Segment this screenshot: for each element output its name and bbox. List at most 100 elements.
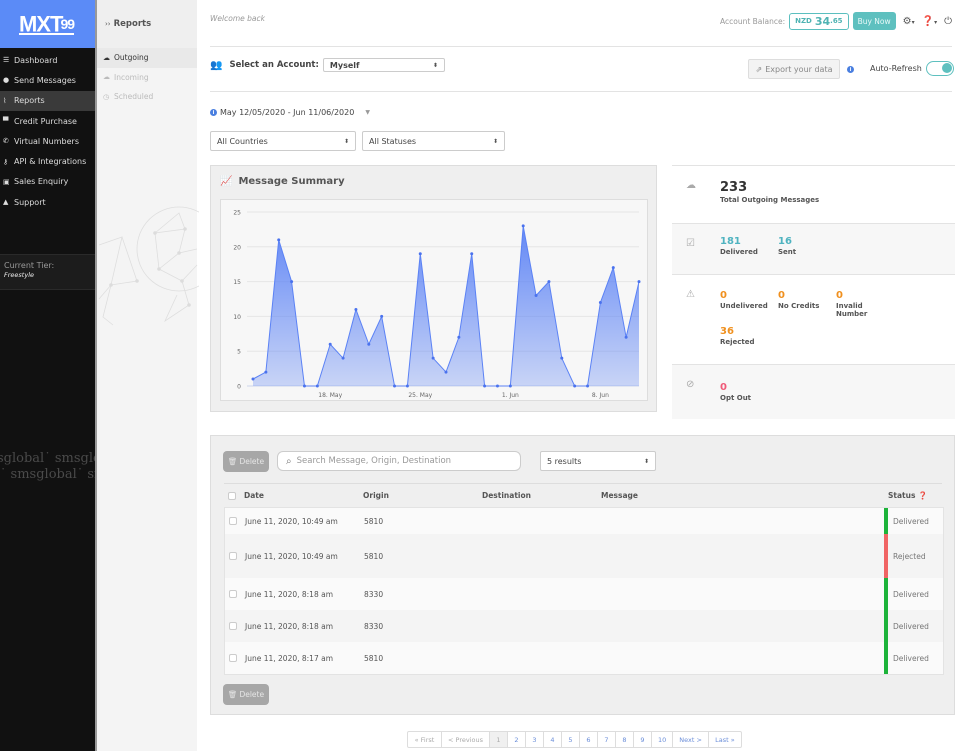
sidebar-item-send-messages[interactable]: ● Send Messages xyxy=(0,70,95,90)
sidebar-item-reports[interactable]: ⌇ Reports xyxy=(0,90,95,111)
row-date: June 11, 2020, 8:17 am xyxy=(245,653,334,663)
users-group-icon: 👥 xyxy=(210,59,223,71)
settings-gear-icon[interactable]: ⚙▾ xyxy=(902,15,915,27)
clock-icon: ◷ xyxy=(103,92,110,101)
row-checkbox[interactable] xyxy=(229,590,237,598)
subnav-item-scheduled[interactable]: ◷ Scheduled xyxy=(97,87,197,107)
subnav-item-outgoing[interactable]: ☁ Outgoing xyxy=(97,48,197,68)
info-icon: i xyxy=(210,109,217,116)
chart-title: 📈 Message Summary xyxy=(220,176,345,187)
sidebar-item-api-integrations[interactable]: ⚷ API & Integrations xyxy=(0,151,95,171)
data-point xyxy=(508,384,512,388)
select-all-checkbox[interactable] xyxy=(228,491,236,500)
search-icon: ⌕ xyxy=(286,455,292,467)
status-select[interactable]: All Statuses ⬍ xyxy=(362,131,505,151)
data-point xyxy=(405,384,409,388)
power-logout-icon[interactable]: ⏻ xyxy=(944,15,952,27)
balance-currency: NZD xyxy=(795,17,812,25)
last-page-button[interactable]: Last » xyxy=(715,735,735,744)
auto-refresh-toggle[interactable] xyxy=(926,61,954,76)
account-label: Select an Account: xyxy=(229,60,319,70)
help-question-icon[interactable]: ❓ xyxy=(918,491,928,500)
sidebar-item-label: Support xyxy=(14,197,46,207)
delete-button-bottom[interactable]: 🗑 Delete xyxy=(223,684,269,705)
delete-button[interactable]: 🗑 Delete xyxy=(223,451,269,472)
status-color-bar xyxy=(884,610,888,642)
page-8-button[interactable]: 8 xyxy=(616,732,634,747)
table-row[interactable]: June 11, 2020, 10:49 am 5810 Delivered xyxy=(225,508,943,534)
data-point xyxy=(367,342,371,346)
stats-panel: ☁ 233 Total Outgoing Messages ☑ 181 Deliv… xyxy=(672,165,955,419)
page-9-button[interactable]: 9 xyxy=(634,732,652,747)
data-point xyxy=(354,307,358,311)
sidebar-item-label: Credit Purchase xyxy=(14,116,77,126)
row-checkbox[interactable] xyxy=(229,622,237,630)
data-point xyxy=(624,335,628,339)
buy-now-button[interactable]: Buy Now xyxy=(852,12,896,30)
account-balance: NZD 34.65 xyxy=(789,12,849,30)
page-5-button[interactable]: 5 xyxy=(562,732,580,747)
opt-out-value: 0 xyxy=(720,382,727,393)
table-row[interactable]: June 11, 2020, 8:17 am 5810 Delivered xyxy=(225,642,943,674)
search-placeholder: Search Message, Origin, Destination xyxy=(296,456,452,466)
sidebar-item-sales-enquiry[interactable]: ▣ Sales Enquiry xyxy=(0,172,95,192)
column-status[interactable]: Status ❓ xyxy=(888,491,928,500)
data-point xyxy=(573,384,577,388)
column-origin[interactable]: Origin xyxy=(363,491,389,500)
welcome-message: Welcome back xyxy=(210,14,265,23)
cart-icon: ▀ xyxy=(3,117,9,126)
country-select[interactable]: All Countries ⬍ xyxy=(210,131,356,151)
info-icon[interactable]: i xyxy=(847,66,854,73)
column-date[interactable]: Date xyxy=(244,491,264,500)
subnav-item-incoming[interactable]: ☁ Incoming xyxy=(97,68,197,88)
reports-subnav: ›› Reports ☁ Outgoing ☁ Incoming ◷ Scheduled xyxy=(95,0,199,751)
page-2-button[interactable]: 2 xyxy=(508,732,526,747)
logo[interactable]: MXT99 xyxy=(0,0,95,48)
column-message[interactable]: Message xyxy=(601,491,638,500)
table-row[interactable]: June 11, 2020, 10:49 am 5810 Rejected xyxy=(225,534,943,578)
export-data-button[interactable]: ⇗ Export your data xyxy=(748,59,840,79)
row-checkbox[interactable] xyxy=(229,552,237,560)
next-page-button[interactable]: Next > xyxy=(673,732,709,747)
results-per-page-select[interactable]: 5 results ⬍ xyxy=(540,451,656,471)
stat-delivered: ☑ 181 Delivered 16 Sent xyxy=(672,223,955,274)
column-destination[interactable]: Destination xyxy=(482,491,531,500)
data-point xyxy=(611,266,615,270)
page-1-button[interactable]: 1 xyxy=(489,732,508,747)
table-row[interactable]: June 11, 2020, 8:18 am 8330 Delivered xyxy=(225,578,943,610)
export-label: Export your data xyxy=(765,64,833,74)
page-7-button[interactable]: 7 xyxy=(598,732,616,747)
row-date: June 11, 2020, 10:49 am xyxy=(245,551,338,561)
row-checkbox[interactable] xyxy=(229,517,237,525)
graduation-cap-icon: ▲ xyxy=(3,198,9,207)
sidebar-item-support[interactable]: ▲ Support xyxy=(0,192,95,212)
page-4-button[interactable]: 4 xyxy=(544,732,562,747)
sidebar-item-virtual-numbers[interactable]: ✆ Virtual Numbers xyxy=(0,131,95,151)
row-checkbox[interactable] xyxy=(229,654,237,662)
previous-page-button[interactable]: < Previous xyxy=(442,732,490,747)
area-chart: 0 5 10 15 20 25 18. May 25. May 1. Jun 8. Jun xyxy=(233,210,641,399)
data-point xyxy=(470,252,474,256)
table-row[interactable]: June 11, 2020, 8:18 am 8330 Delivered xyxy=(225,610,943,642)
sidebar-item-label: Reports xyxy=(14,96,45,106)
help-question-icon[interactable]: ❓▾ xyxy=(921,15,938,27)
stat-failures: ⚠ 0 Undelivered 0 No Credits 0 Invalid Numb… xyxy=(672,274,955,364)
date-range-picker[interactable]: i May 12/05/2020 - Jun 11/06/2020 ▼ xyxy=(210,108,370,117)
data-point xyxy=(341,356,345,360)
page-6-button[interactable]: 6 xyxy=(580,732,598,747)
x-tick-label: 8. Jun xyxy=(592,392,609,399)
row-status: Delivered xyxy=(893,621,929,631)
page-10-button[interactable]: 10 xyxy=(652,732,674,747)
account-select[interactable]: Myself ⬍ xyxy=(322,58,445,72)
status-color-bar xyxy=(884,642,888,674)
divider xyxy=(210,46,952,47)
sidebar-item-label: Send Messages xyxy=(14,75,76,85)
y-tick-label: 25 xyxy=(233,210,241,217)
first-page-button[interactable]: « First xyxy=(408,732,442,747)
sidebar-item-credit-purchase[interactable]: ▀ Credit Purchase xyxy=(0,111,95,131)
select-caret-icon: ⬍ xyxy=(643,457,649,465)
search-input[interactable]: ⌕ Search Message, Origin, Destination xyxy=(277,451,521,471)
page-3-button[interactable]: 3 xyxy=(526,732,544,747)
sidebar-item-dashboard[interactable]: ☰ Dashboard xyxy=(0,50,95,70)
undelivered-value: 0 xyxy=(720,290,727,301)
